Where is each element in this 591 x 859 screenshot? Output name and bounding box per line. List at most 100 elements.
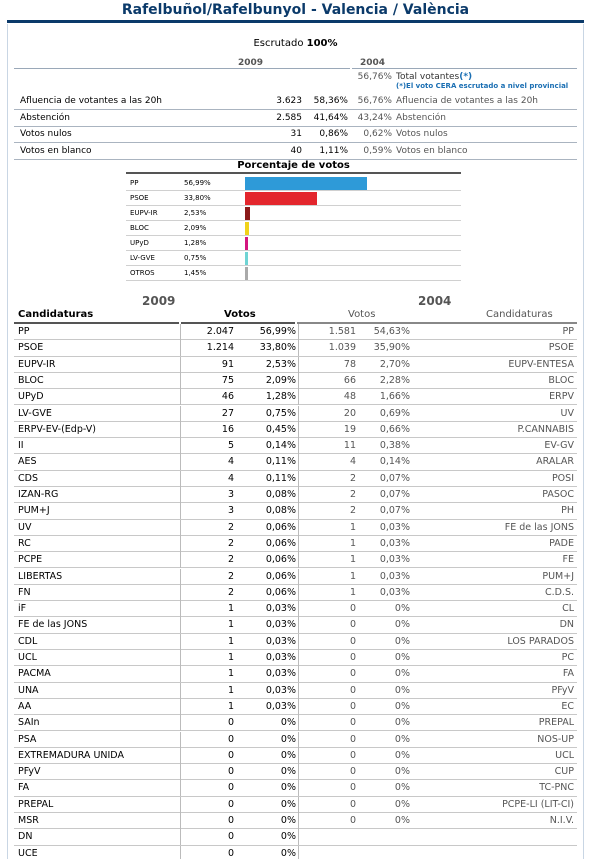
party-name-2009: SAIn bbox=[18, 717, 40, 729]
pct-2004: 0% bbox=[394, 668, 410, 680]
votes-2004: 0 bbox=[349, 733, 356, 745]
results-row: BLOC 75 2,09% 66 2,28% BLOC bbox=[14, 372, 577, 390]
column-separator bbox=[180, 698, 181, 715]
vote-chart-party: OTROS bbox=[130, 269, 155, 277]
summary-label: Votos nulos bbox=[20, 129, 72, 139]
pct-2004: 0% bbox=[394, 684, 410, 696]
summary-rule-2009 bbox=[14, 68, 350, 69]
votes-2004: 0 bbox=[349, 700, 356, 712]
column-separator bbox=[180, 617, 181, 634]
pct-2009: 0,03% bbox=[265, 700, 296, 712]
column-separator bbox=[180, 438, 181, 455]
column-separator bbox=[298, 747, 299, 764]
summary-count-2009: 31 bbox=[290, 129, 302, 139]
vote-chart-row: BLOC 2,09% bbox=[126, 221, 461, 236]
summary-pct-2004: 43,24% bbox=[357, 112, 392, 123]
party-name-2009: LV-GVE bbox=[18, 407, 52, 419]
votes-2004: 48 bbox=[343, 391, 356, 403]
party-name-2009: PUM+J bbox=[18, 505, 50, 517]
results-row: ERPV-EV-(Edp-V) 16 0,45% 19 0,66% P.CANNABIS bbox=[14, 421, 577, 439]
column-separator bbox=[180, 601, 181, 618]
column-separator bbox=[180, 519, 181, 536]
column-separator bbox=[298, 568, 299, 585]
pct-2009: 0,11% bbox=[265, 456, 296, 468]
votes-2009: 2.047 bbox=[206, 326, 234, 337]
votes-2004: 1.581 bbox=[328, 326, 356, 337]
column-separator bbox=[180, 487, 181, 503]
summary-label-2004: Votos nulos bbox=[396, 129, 448, 139]
party-name-2009: RC bbox=[18, 537, 31, 549]
vote-chart-bar bbox=[245, 267, 249, 280]
total-votantes-label: Total votantes(*) bbox=[396, 72, 472, 82]
column-separator bbox=[298, 356, 299, 373]
cera-note: (*)El voto CERA escrutado a nivel provin… bbox=[396, 82, 569, 90]
votes-2009: 5 bbox=[227, 440, 234, 452]
column-separator bbox=[298, 324, 299, 340]
results-row: UV 2 0,06% 1 0,03% FE de las JONS bbox=[14, 519, 577, 536]
results-row: EUPV-IR 91 2,53% 78 2,70% EUPV-ENTESA bbox=[14, 356, 577, 373]
votes-2009: 0 bbox=[227, 831, 234, 843]
column-separator bbox=[298, 405, 299, 422]
party-name-2004: FE bbox=[562, 554, 574, 566]
party-name-2004: CL bbox=[562, 603, 574, 615]
votes-2009: 3 bbox=[227, 505, 234, 517]
pct-2009: 56,99% bbox=[259, 326, 296, 337]
party-name-2004: TC-PNC bbox=[539, 782, 574, 794]
summary-count-2009: 2.585 bbox=[276, 112, 302, 123]
summary-label: Afluencia de votantes a las 20h bbox=[20, 96, 163, 106]
party-name-2004: PCPE-LI (LIT-CI) bbox=[502, 798, 574, 810]
party-name-2004: PP bbox=[562, 326, 574, 337]
column-separator bbox=[180, 454, 181, 471]
votes-2009: 75 bbox=[221, 374, 234, 386]
escrutado-line: Escrutado 100% bbox=[0, 38, 591, 49]
column-separator bbox=[180, 421, 181, 438]
summary-pct-2009: 58,36% bbox=[313, 96, 348, 106]
pct-2009: 0,45% bbox=[265, 423, 296, 435]
column-separator bbox=[298, 503, 299, 520]
vote-chart-bar bbox=[245, 192, 318, 205]
column-separator bbox=[298, 617, 299, 634]
vote-chart-bar bbox=[245, 237, 248, 250]
pct-2009: 0% bbox=[280, 717, 296, 729]
vote-chart: PP 56,99% PSOE 33,80% EUPV-IR 2,53% BLOC 2,09% U… bbox=[126, 172, 461, 281]
pct-2004: 0,07% bbox=[379, 472, 410, 484]
vote-chart-bar bbox=[245, 222, 250, 235]
summary-label: Votos en blanco bbox=[20, 145, 92, 156]
party-name-2009: BLOC bbox=[18, 374, 44, 386]
summary-pct-2004: 0,59% bbox=[363, 145, 392, 156]
column-separator bbox=[298, 666, 299, 683]
pct-2009: 0% bbox=[280, 798, 296, 810]
party-name-2004: EV-GV bbox=[544, 440, 574, 452]
summary-row: Afluencia de votantes a las 20h 3.623 58,3… bbox=[14, 93, 577, 110]
column-separator bbox=[298, 764, 299, 781]
pct-2004: 0% bbox=[394, 635, 410, 647]
votes-2004: 2 bbox=[349, 489, 356, 500]
results-row: MSR 0 0% 0 0% N.I.V. bbox=[14, 813, 577, 830]
column-separator bbox=[180, 405, 181, 422]
party-name-2009: CDS bbox=[18, 472, 38, 484]
column-separator bbox=[180, 666, 181, 683]
votes-2009: 1 bbox=[227, 652, 234, 663]
pct-2004: 0% bbox=[394, 603, 410, 615]
vote-chart-party: LV-GVE bbox=[130, 254, 155, 262]
column-separator bbox=[180, 584, 181, 601]
vote-chart-pct: 2,09% bbox=[184, 224, 207, 232]
votes-2009: 1 bbox=[227, 684, 234, 696]
results-year-2009: 2009 bbox=[142, 294, 176, 308]
pct-2009: 2,53% bbox=[265, 358, 296, 370]
votes-2009: 2 bbox=[227, 521, 234, 533]
party-name-2004: PUM+J bbox=[542, 570, 574, 582]
column-separator bbox=[298, 340, 299, 357]
column-separator bbox=[298, 633, 299, 650]
party-name-2009: EXTREMADURA UNIDA bbox=[18, 749, 124, 761]
votes-2004: 0 bbox=[349, 668, 356, 680]
pct-2009: 0,06% bbox=[265, 586, 296, 598]
pct-2004: 0,03% bbox=[379, 521, 410, 533]
column-separator bbox=[180, 340, 181, 357]
column-separator bbox=[298, 438, 299, 455]
column-separator bbox=[180, 764, 181, 781]
vote-chart-pct: 2,53% bbox=[184, 209, 207, 217]
col-candidaturas-2004: Candidaturas bbox=[486, 309, 553, 320]
party-name-2009: LIBERTAS bbox=[18, 570, 63, 582]
column-separator bbox=[298, 650, 299, 666]
